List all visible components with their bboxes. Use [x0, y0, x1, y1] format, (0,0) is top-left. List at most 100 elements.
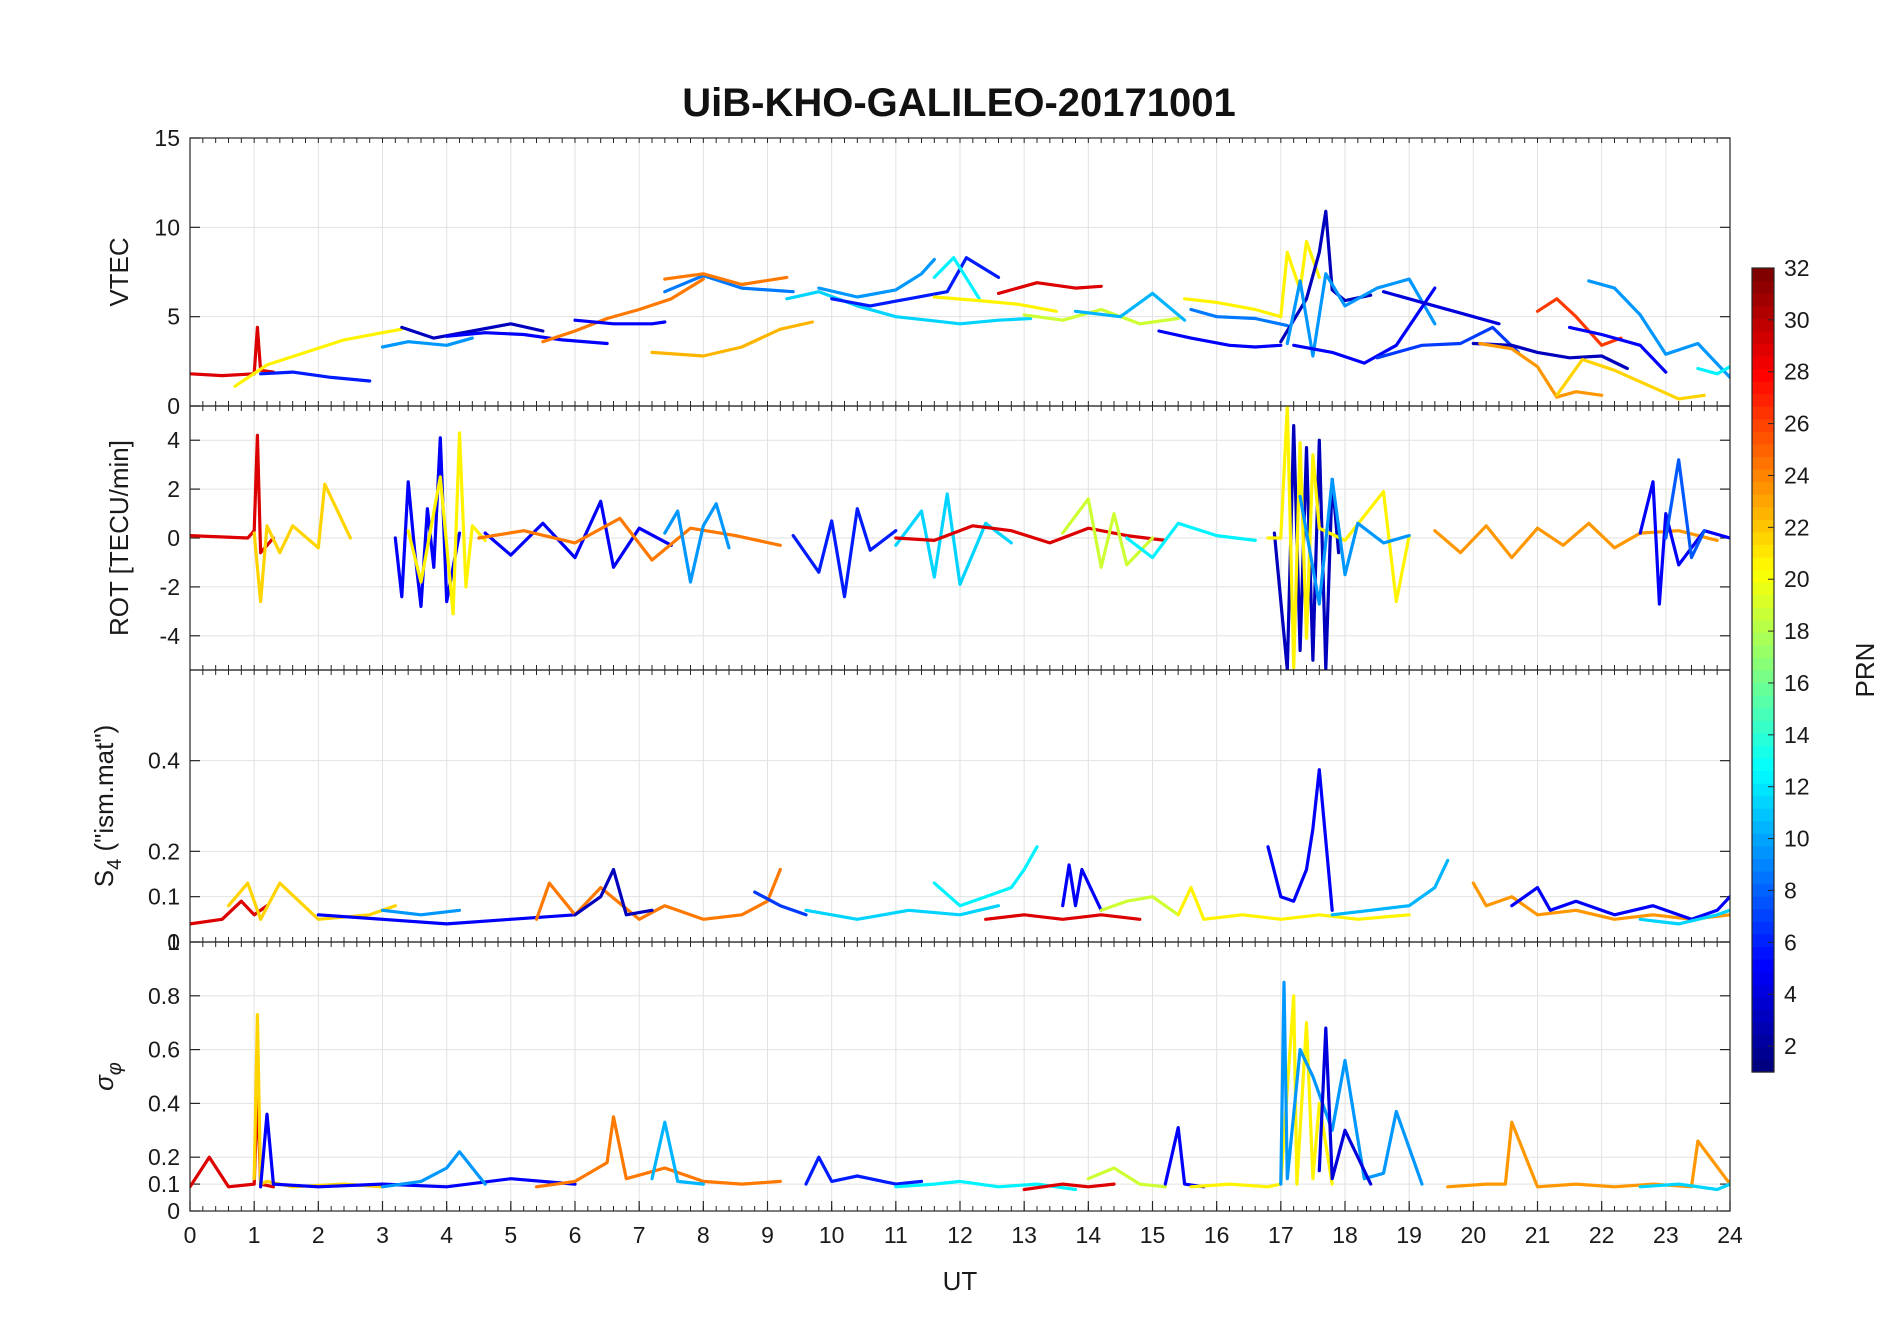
- colorbar-segment: [1752, 1046, 1774, 1061]
- y-tick-label: 0.2: [148, 838, 180, 864]
- colorbar-segment: [1752, 1034, 1774, 1048]
- series-line-prn-10: [1073, 291, 1187, 322]
- colorbar-segment: [1752, 720, 1774, 734]
- series-line-prn-19: [1022, 307, 1180, 326]
- colorbar-segment: [1752, 858, 1774, 872]
- series-line-prn-4: [483, 499, 673, 569]
- colorbar-segment: [1752, 569, 1774, 583]
- series-line-prn-4: [1567, 325, 1668, 374]
- y-tick-label: 0: [167, 1198, 180, 1224]
- series-line-prn-30: [190, 433, 275, 555]
- colorbar-segment: [1752, 1059, 1774, 1073]
- colorbar-segment: [1752, 368, 1774, 382]
- colorbar-tick-label: 14: [1784, 722, 1810, 748]
- series-line-prn-11: [894, 492, 1013, 587]
- series-line-prn-30: [190, 325, 275, 378]
- colorbar-segment: [1752, 494, 1774, 508]
- colorbar-segment: [1752, 330, 1774, 344]
- series-line-prn-25: [477, 516, 782, 562]
- series-group-vtec: [190, 209, 1730, 401]
- series-line-prn-25: [541, 277, 705, 344]
- colorbar-segment: [1752, 644, 1774, 659]
- colorbar-segment: [1752, 871, 1774, 885]
- series-line-prn-4: [1266, 768, 1334, 912]
- x-tick-label: 9: [761, 1222, 774, 1248]
- x-tick-label: 18: [1332, 1222, 1358, 1248]
- series-line-prn-27: [1535, 297, 1623, 347]
- x-tick-label: 24: [1717, 1222, 1743, 1248]
- series-line-prn-11: [785, 290, 1033, 326]
- colorbar-segment: [1752, 984, 1774, 998]
- y-tick-label: 0.8: [148, 983, 180, 1009]
- series-line-prn-6: [753, 890, 808, 917]
- x-tick-label: 17: [1268, 1222, 1294, 1248]
- colorbar-segment: [1752, 531, 1774, 545]
- panel-vtec: 0 5 10 15 VTEC: [104, 125, 1731, 419]
- x-tick-label: 21: [1525, 1222, 1551, 1248]
- series-line-prn-21: [932, 295, 1058, 313]
- x-tick-label: 14: [1076, 1222, 1102, 1248]
- colorbar-tick-label: 2: [1784, 1033, 1797, 1059]
- series-group-rot: [190, 406, 1730, 670]
- x-tick-label: 0: [184, 1222, 197, 1248]
- colorbar-tick-label: 20: [1784, 566, 1810, 592]
- series-line-prn-2: [1279, 209, 1373, 344]
- colorbar-tick-label: 24: [1784, 462, 1810, 488]
- colorbar-segment: [1752, 670, 1774, 684]
- colorbar-tick-label: 10: [1784, 826, 1810, 852]
- series-line-prn-4: [1157, 329, 1283, 349]
- chart-title: UiB-KHO-GALILEO-20171001: [682, 81, 1235, 125]
- colorbar-tick-label: 28: [1784, 359, 1810, 385]
- colorbar-segment: [1752, 632, 1774, 646]
- colorbar-segment: [1752, 280, 1774, 294]
- colorbar-segment: [1752, 293, 1774, 307]
- series-line-prn-7: [1664, 458, 1706, 560]
- series-line-prn-2: [573, 867, 654, 917]
- colorbar-segment: [1752, 657, 1774, 671]
- series-line-prn-30: [996, 281, 1103, 295]
- series-line-prn-9: [1587, 279, 1730, 379]
- series-line-prn-5: [259, 370, 372, 383]
- colorbar-segment: [1752, 506, 1774, 520]
- y-axis-label-sigma: σφ: [89, 1062, 126, 1091]
- x-tick-label: 20: [1461, 1222, 1487, 1248]
- x-tick-label: 10: [819, 1222, 845, 1248]
- colorbar-segment: [1752, 443, 1774, 458]
- series-line-prn-9: [380, 908, 462, 917]
- colorbar-segment: [1752, 355, 1774, 370]
- series-group-s4: [190, 768, 1730, 926]
- series-line-prn-21: [406, 431, 487, 616]
- colorbar-tick-label: 32: [1784, 255, 1810, 281]
- series-line-prn-8: [1189, 307, 1289, 328]
- y-tick-label: 0.1: [148, 884, 180, 910]
- panel-rot: -4 -2 0 2 4 ROT [TECU/min]: [104, 405, 1731, 671]
- x-tick-label: 1: [248, 1222, 261, 1248]
- colorbar-segment: [1752, 381, 1774, 395]
- colorbar-segment: [1752, 305, 1774, 319]
- colorbar-tick-label: 26: [1784, 411, 1810, 437]
- series-line-prn-5: [791, 507, 898, 599]
- y-tick-label: 0.4: [148, 748, 180, 774]
- series-line-prn-22: [252, 482, 352, 604]
- colorbar-tick-label: 22: [1784, 514, 1810, 540]
- colorbar-segment: [1752, 582, 1774, 596]
- colorbar-segment: [1752, 343, 1774, 357]
- y-tick-label: 4: [167, 427, 180, 453]
- colorbar-segment: [1752, 607, 1774, 621]
- series-line-prn-5: [804, 1155, 924, 1186]
- x-tick-label: 15: [1140, 1222, 1166, 1248]
- y-tick-label: 0.4: [148, 1090, 180, 1116]
- colorbar-segment: [1752, 921, 1774, 935]
- x-tick-label: 11: [884, 1222, 908, 1248]
- series-line-prn-30: [1022, 1182, 1116, 1192]
- series-line-prn-4: [1061, 863, 1103, 912]
- panel-sigma: 00.10.2 0.4 0.6 0.8 σφ: [89, 941, 1731, 1224]
- colorbar-segment: [1752, 707, 1774, 721]
- colorbar-segment: [1752, 556, 1774, 571]
- colorbar-tick-label: 18: [1784, 618, 1810, 644]
- series-line-prn-24: [1478, 341, 1604, 399]
- series-line-prn-3: [1381, 290, 1501, 326]
- series-line-prn-22: [1555, 357, 1706, 401]
- series-line-prn-4: [1510, 885, 1730, 921]
